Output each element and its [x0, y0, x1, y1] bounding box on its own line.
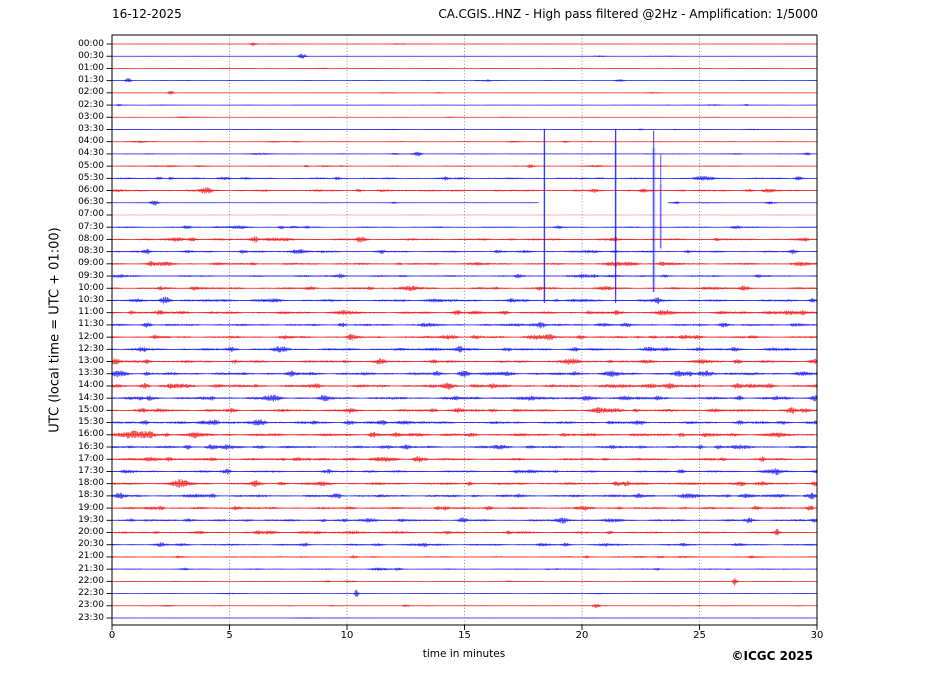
y-tick-label: 05:00 [78, 160, 104, 171]
y-tick-label: 06:30 [78, 197, 104, 208]
y-tick-label: 20:30 [78, 539, 104, 550]
copyright-label: ©ICGC 2025 [731, 649, 813, 663]
y-tick-label: 16:30 [78, 441, 104, 452]
y-tick-label: 02:00 [78, 87, 104, 98]
y-tick-label: 08:30 [78, 246, 104, 257]
y-tick-label: 14:00 [78, 380, 104, 391]
y-tick-label: 04:00 [78, 136, 104, 147]
y-tick-label: 18:30 [78, 490, 104, 501]
y-tick-label: 15:30 [78, 417, 104, 428]
y-tick-label: 13:00 [78, 356, 104, 367]
y-tick-label: 03:00 [78, 111, 104, 122]
y-tick-label: 05:30 [78, 172, 104, 183]
y-tick-label: 09:00 [78, 258, 104, 269]
x-tick-label: 30 [810, 630, 824, 641]
y-tick-label: 12:00 [78, 331, 104, 342]
chart-title: CA.CGIS..HNZ - High pass filtered @2Hz -… [438, 7, 818, 21]
y-tick-label: 07:30 [78, 221, 104, 232]
y-tick-label: 03:30 [78, 123, 104, 134]
y-tick-label: 14:30 [78, 392, 104, 403]
x-tick-label: 0 [108, 630, 116, 641]
y-tick-label: 01:30 [78, 75, 104, 86]
y-tick-label: 16:00 [78, 429, 104, 440]
y-tick-label: 11:30 [78, 319, 104, 330]
y-tick-label: 00:00 [78, 38, 104, 49]
y-tick-label: 08:00 [78, 233, 104, 244]
y-tick-label: 18:00 [78, 478, 104, 489]
x-tick-label: 5 [226, 630, 233, 641]
y-tick-label: 09:30 [78, 270, 104, 281]
x-tick-label: 15 [458, 630, 471, 641]
y-tick-label: 10:00 [78, 282, 104, 293]
y-tick-label: 13:30 [78, 368, 104, 379]
y-tick-label: 02:30 [78, 99, 104, 110]
y-tick-label: 04:30 [78, 148, 104, 159]
y-tick-label: 10:30 [78, 294, 104, 305]
y-tick-label: 20:00 [78, 527, 104, 537]
x-tick-label: 10 [340, 630, 354, 641]
y-tick-label: 15:00 [78, 404, 104, 415]
y-tick-label: 01:00 [78, 62, 104, 73]
y-tick-label: 23:30 [78, 612, 104, 623]
y-tick-label: 23:00 [78, 600, 104, 611]
y-tick-label: 22:30 [78, 588, 104, 599]
y-tick-label: 21:30 [78, 563, 104, 574]
y-tick-label: 19:00 [78, 502, 104, 513]
y-tick-label: 07:00 [78, 209, 104, 220]
y-tick-label: 17:30 [78, 465, 104, 476]
y-tick-label: 06:00 [78, 185, 104, 196]
date-label: 16-12-2025 [112, 7, 182, 21]
y-tick-label: 12:30 [78, 343, 104, 354]
y-tick-label: 17:00 [78, 453, 104, 464]
y-tick-label: 21:00 [78, 551, 104, 562]
x-tick-label: 25 [693, 630, 706, 641]
x-axis-label: time in minutes [422, 648, 506, 660]
y-tick-label: 00:30 [78, 50, 104, 61]
y-tick-label: 11:00 [78, 307, 104, 318]
x-tick-label: 20 [575, 630, 589, 641]
y-tick-label: 22:00 [78, 575, 104, 586]
y-tick-label: 19:30 [78, 514, 104, 525]
